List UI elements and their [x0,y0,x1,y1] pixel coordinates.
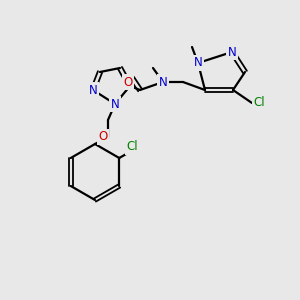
Text: N: N [88,83,98,97]
Text: Cl: Cl [253,97,265,110]
Text: Cl: Cl [126,140,138,154]
Text: N: N [228,46,236,59]
Text: O: O [98,130,108,143]
Text: N: N [111,98,119,110]
Text: O: O [123,76,133,88]
Text: N: N [159,76,167,88]
Text: N: N [194,56,202,70]
